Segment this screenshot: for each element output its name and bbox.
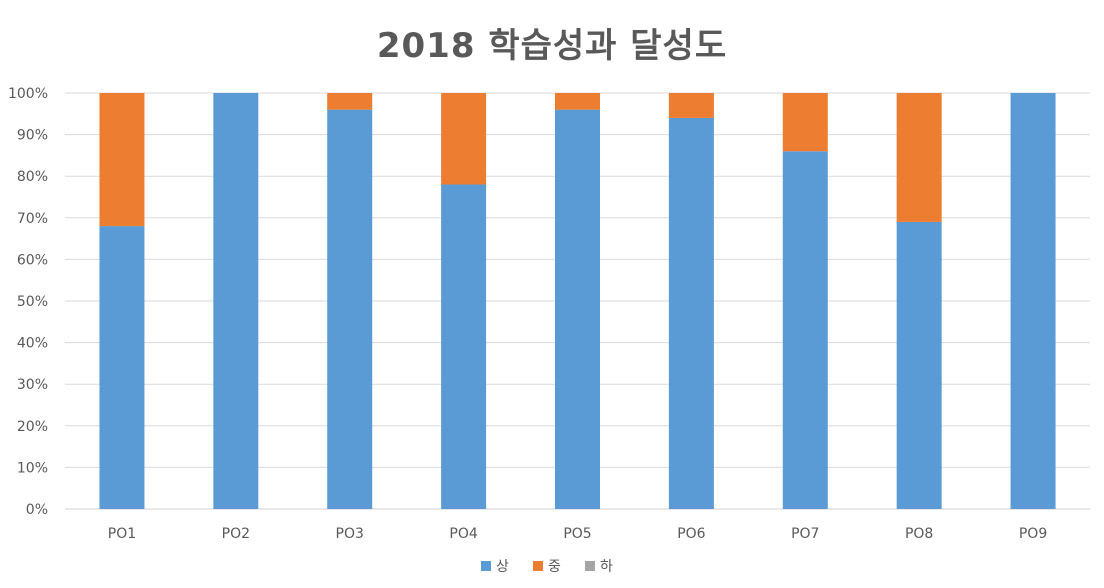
y-tick-label: 80% (17, 169, 48, 185)
y-tick-label: 60% (17, 252, 48, 268)
bar-segment (99, 93, 145, 227)
bar-segment (1010, 93, 1056, 509)
x-tick-label: PO4 (449, 526, 477, 542)
bar-segment (896, 221, 942, 509)
legend-label: 중 (548, 559, 561, 575)
bar-segment (327, 109, 373, 509)
y-tick-label: 30% (17, 377, 48, 393)
x-tick-label: PO8 (905, 526, 933, 542)
legend-label: 상 (496, 559, 509, 575)
y-tick-label: 0% (26, 502, 48, 518)
y-tick-label: 40% (17, 336, 48, 352)
y-tick-label: 20% (17, 419, 48, 435)
legend-swatch (533, 561, 543, 571)
chart-title: 2018 학습성과 달성도 (376, 26, 728, 66)
bar-segment (668, 117, 714, 510)
bar-segment (668, 93, 714, 118)
y-tick-label: 100% (8, 86, 48, 102)
legend-label: 하 (600, 559, 613, 575)
bar-segment (441, 93, 487, 185)
x-tick-label: PO2 (222, 526, 250, 542)
bar-segment (213, 93, 259, 509)
y-tick-label: 90% (17, 128, 48, 144)
x-tick-label: PO3 (336, 526, 364, 542)
x-tick-label: PO7 (791, 526, 819, 542)
bar-segment (782, 151, 828, 510)
bar-segment (782, 93, 828, 152)
bar-segment (896, 93, 942, 222)
x-tick-label: PO9 (1019, 526, 1047, 542)
y-tick-label: 10% (17, 460, 48, 476)
legend-swatch (481, 561, 491, 571)
x-tick-label: PO6 (677, 526, 705, 542)
bar-segment (441, 184, 487, 509)
y-tick-label: 50% (17, 294, 48, 310)
bar-segment (327, 93, 373, 110)
bar-segment (555, 93, 600, 110)
x-tick-label: PO5 (563, 526, 591, 542)
bar-segment (555, 109, 600, 509)
x-tick-label: PO1 (108, 526, 136, 542)
y-tick-label: 70% (17, 211, 48, 227)
bar-segment (99, 226, 145, 509)
legend-swatch (585, 561, 595, 571)
